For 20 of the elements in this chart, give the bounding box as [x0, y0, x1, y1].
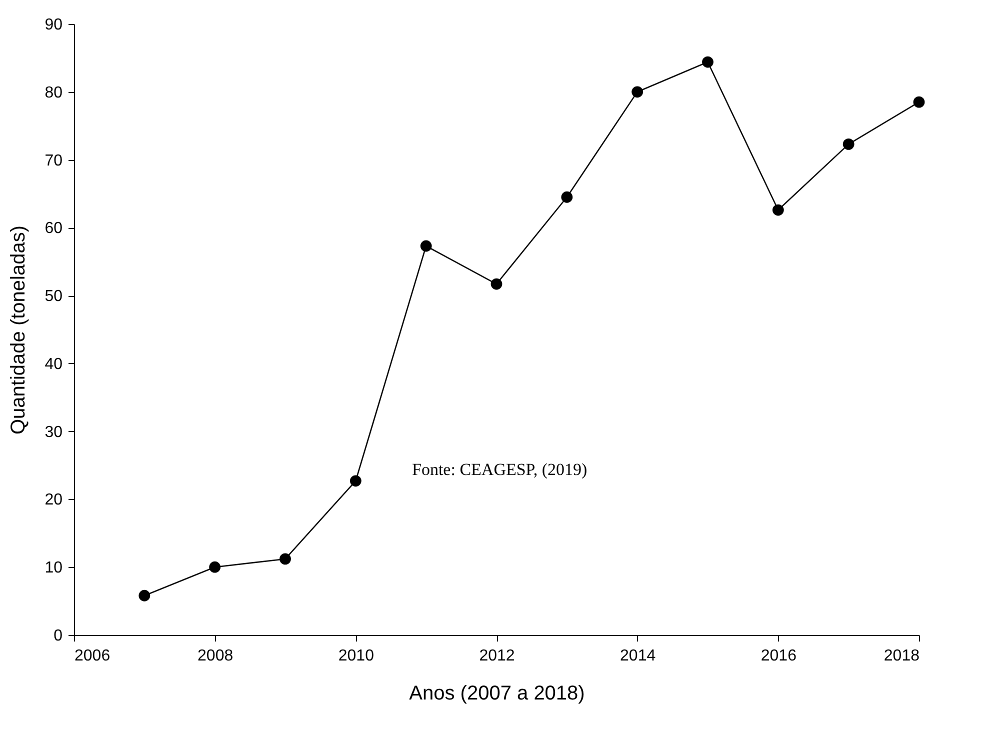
y-tick-label: 0 [54, 628, 63, 644]
y-tick-label: 60 [44, 220, 63, 238]
x-tick-label: 2006 [74, 648, 110, 664]
x-tick-label: 2014 [620, 648, 656, 664]
y-tick-label: 20 [44, 492, 63, 509]
x-tick-label: 2012 [479, 648, 515, 664]
x-tick-label: 2018 [884, 648, 920, 664]
y-tick-label: 90 [44, 16, 63, 34]
y-axis-title: Quantidade (toneladas) [8, 225, 30, 435]
y-tick-label: 70 [44, 152, 63, 170]
y-tick-label: 80 [44, 84, 63, 102]
x-axis-title: Anos (2007 a 2018) [409, 682, 585, 704]
annotation: Fonte: CEAGESP, (2019) [412, 460, 588, 480]
y-tick-label: 50 [44, 288, 63, 306]
y-tick-label: 30 [44, 424, 63, 441]
x-tick-label: 2010 [338, 648, 374, 664]
y-tick-label: 10 [44, 560, 63, 577]
x-tick-label: 2008 [198, 648, 234, 664]
y-tick-label: 40 [44, 356, 63, 373]
x-tick-label: 2016 [760, 648, 797, 664]
